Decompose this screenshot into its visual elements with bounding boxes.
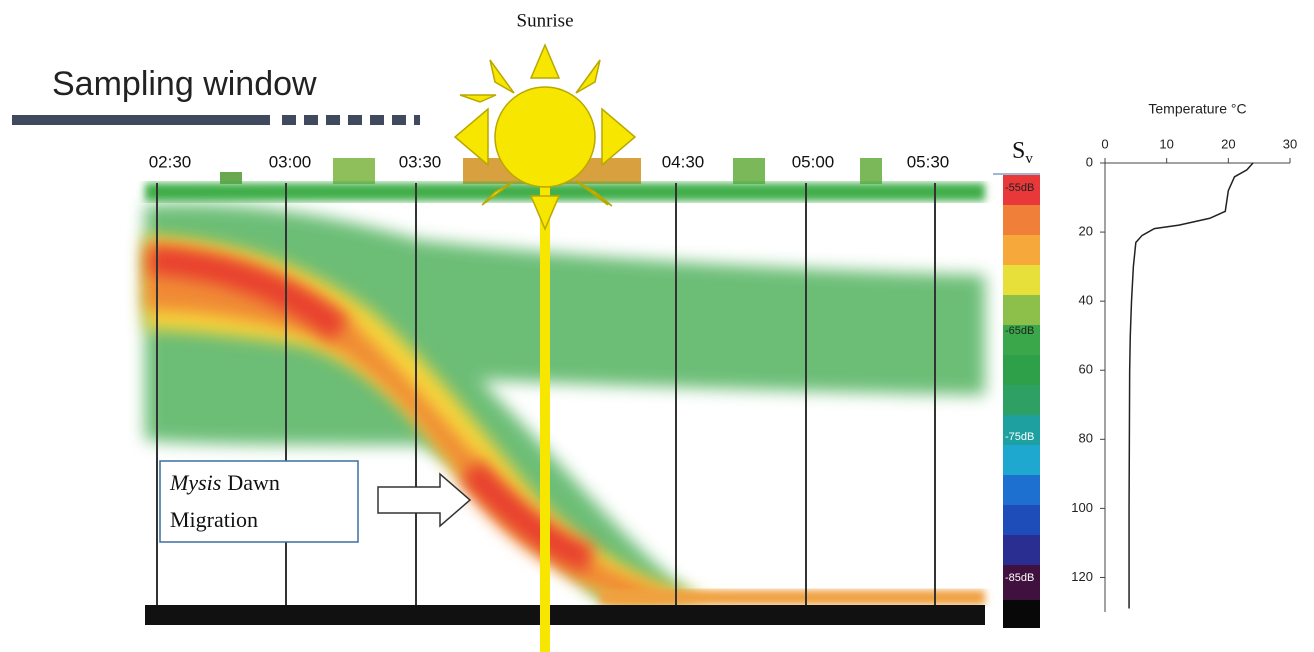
y-tick-label: 80 bbox=[1079, 431, 1093, 446]
time-label: 04:30 bbox=[662, 152, 705, 171]
time-label: 03:00 bbox=[269, 152, 312, 171]
temperature-line bbox=[1129, 163, 1253, 609]
time-label: 05:00 bbox=[792, 152, 835, 171]
figure: Sampling window 02:30 03:00 03:30 04:30 bbox=[0, 0, 1314, 652]
colorbar-label: -65dB bbox=[1005, 325, 1034, 337]
colorbar-label: -85dB bbox=[1005, 572, 1034, 584]
time-label: 05:30 bbox=[907, 152, 950, 171]
temperature-chart: Temperature °C 0 10 20 30 0 20 40 60 80 100 120 bbox=[1071, 101, 1297, 612]
colorbar: -55dB -65dB -75dB -85dB Sv bbox=[993, 138, 1040, 629]
chart-title: Temperature °C bbox=[1148, 101, 1246, 117]
sv-symbol: S bbox=[1012, 138, 1025, 164]
x-tick-label: 0 bbox=[1101, 136, 1108, 151]
sampling-bar bbox=[12, 115, 270, 125]
y-tick-label: 20 bbox=[1079, 224, 1093, 239]
y-tick-label: 0 bbox=[1086, 154, 1093, 169]
y-tick-label: 100 bbox=[1071, 500, 1093, 515]
species: Mysis bbox=[169, 470, 221, 495]
echogram: 02:30 03:00 03:30 04:30 05:00 05:30 bbox=[145, 152, 985, 625]
sv-label: Sv bbox=[1012, 138, 1033, 168]
x-tick-label: 30 bbox=[1283, 136, 1297, 151]
sv-subscript: v bbox=[1025, 151, 1033, 167]
time-label: 03:30 bbox=[399, 152, 442, 171]
x-tick-label: 10 bbox=[1159, 136, 1173, 151]
time-label: 02:30 bbox=[149, 152, 192, 171]
y-tick-label: 60 bbox=[1079, 362, 1093, 377]
annotation-word: Dawn bbox=[227, 470, 280, 495]
x-tick-label: 20 bbox=[1221, 136, 1235, 151]
colorbar-label: -55dB bbox=[1005, 182, 1034, 194]
sunrise-label: Sunrise bbox=[517, 10, 574, 31]
y-tick-label: 40 bbox=[1079, 293, 1093, 308]
colorbar-label: -75dB bbox=[1005, 431, 1034, 443]
sunrise-line bbox=[540, 180, 550, 652]
y-tick-label: 120 bbox=[1071, 569, 1093, 584]
annotation-line2: Migration bbox=[170, 507, 258, 532]
sampling-window-label: Sampling window bbox=[52, 65, 317, 103]
bottom-bar bbox=[145, 605, 985, 625]
